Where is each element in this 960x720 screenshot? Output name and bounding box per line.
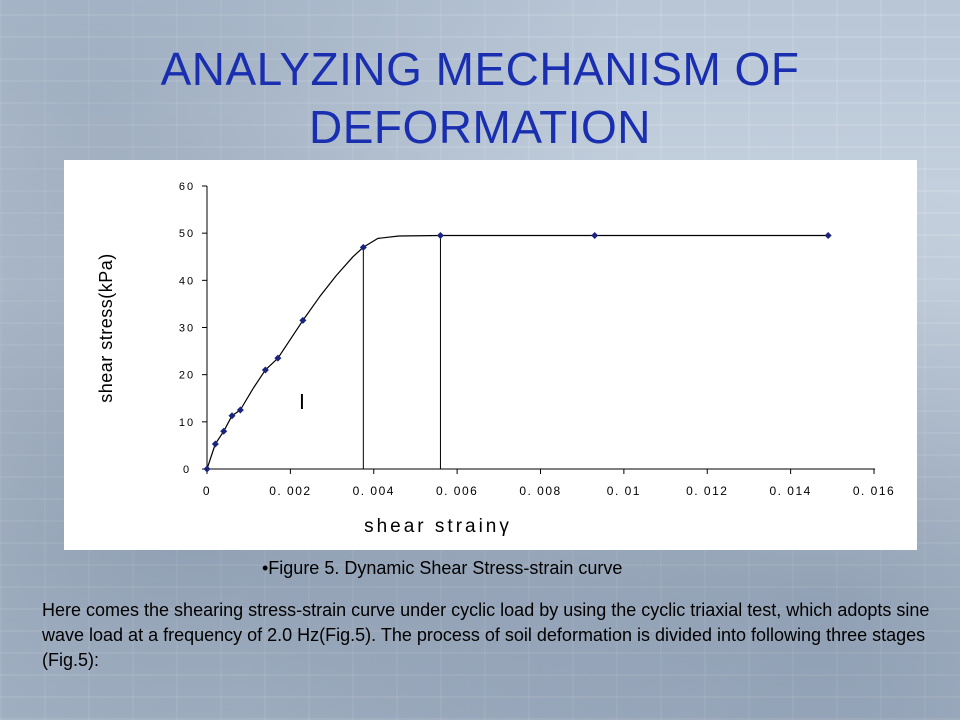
figure-caption: •Figure 5. Dynamic Shear Stress-strain c… [262,558,623,578]
data-point [220,427,228,435]
slide-title: ANALYZING MECHANISM OF DEFORMATION [160,43,800,153]
data-point [261,366,269,374]
data-point [203,465,211,473]
series-line [206,234,829,470]
y-tick-label: 0 [183,464,191,476]
x-tick-label: 0. 002 [269,484,311,498]
stage-annotation: Ⅰ [299,390,305,414]
y-tick-label: 30 [179,323,195,335]
y-axis-label: shear stress(kPa) [96,253,116,403]
data-point [236,406,244,414]
data-point [591,232,599,240]
x-tick-label: 0. 016 [853,484,895,498]
x-tick-label: 0. 006 [436,484,478,498]
body-paragraph: Here comes the shearing stress-strain cu… [42,600,930,670]
reference-lines [362,235,441,469]
x-tick-label: 0. 01 [607,484,641,498]
data-point [274,354,282,362]
x-tick-label: 0. 008 [519,484,561,498]
y-tick-label: 40 [179,275,195,287]
x-tick-label: 0. 012 [686,484,728,498]
data-point [436,232,444,240]
data-point [211,440,219,448]
curve-layer [206,234,829,470]
data-point [228,412,236,420]
x-tick-label: 0 [203,484,211,498]
y-tick-label: 60 [179,181,195,193]
chart-panel: 0 10 20 30 40 50 60 0 0. 002 0. 004 0. 006 0. 008 0.… [64,160,917,550]
x-tick-label: 0. 004 [353,484,395,498]
x-axis-label: shear strainγ [364,516,512,537]
data-point [299,316,307,324]
x-tick-label: 0. 014 [769,484,811,498]
stress-strain-chart: 0 10 20 30 40 50 60 0 0. 002 0. 004 0. 006 0. 008 0.… [96,181,895,537]
axes: 0 10 20 30 40 50 60 0 0. 002 0. 004 0. 006 0. 008 0.… [179,181,895,498]
data-point [359,243,367,251]
data-points [203,232,832,473]
y-tick-label: 50 [179,228,195,240]
y-tick-label: 20 [179,370,195,382]
data-point [824,232,832,240]
y-tick-label: 10 [179,417,195,429]
